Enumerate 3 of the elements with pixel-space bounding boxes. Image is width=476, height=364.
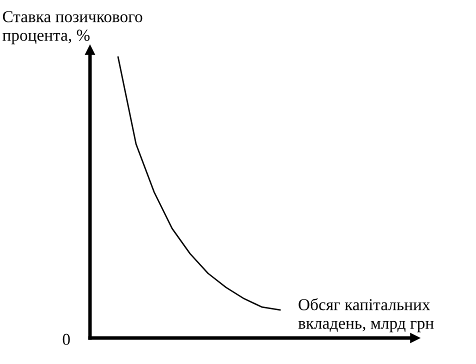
y-axis-title: Ставка позичкового процента, %	[2, 11, 142, 44]
x-axis-title: Обсяг капітальних вкладень, млрд грн	[298, 298, 434, 332]
text: 0	[62, 334, 70, 346]
